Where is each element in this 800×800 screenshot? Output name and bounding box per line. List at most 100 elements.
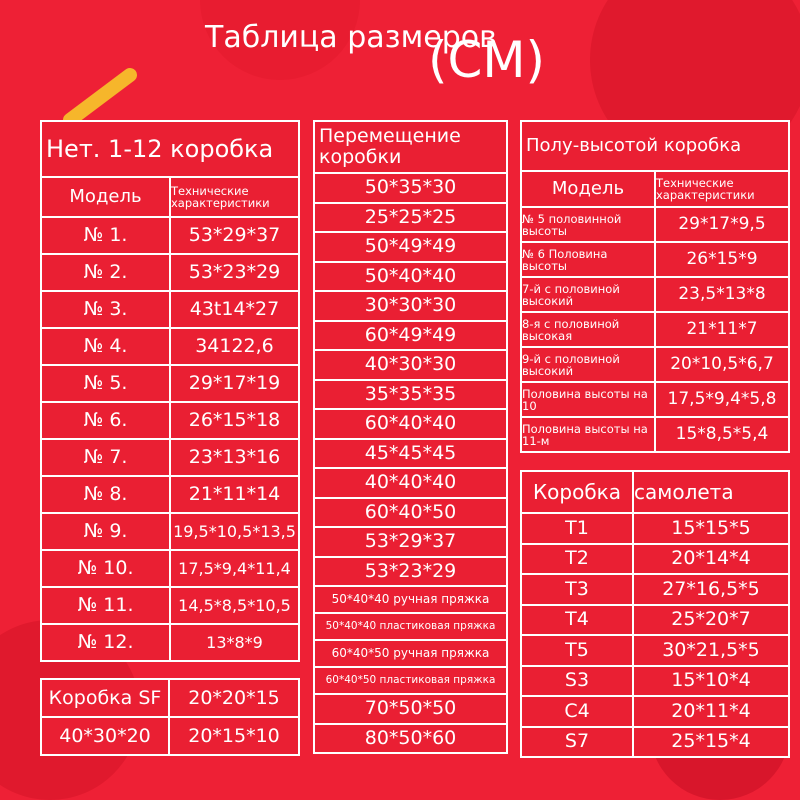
table-row: T5 30*21,5*5 bbox=[520, 634, 790, 667]
table-row: 50*40*40 bbox=[313, 260, 508, 292]
standard-box-table: Нет. 1-12 коробка Модель Технические хара… bbox=[40, 120, 300, 662]
cell: Половина высоты на 10 bbox=[520, 381, 656, 418]
cell: 45*45*45 bbox=[313, 437, 508, 469]
cell: № 11. bbox=[40, 586, 171, 625]
cell: 53*29*37 bbox=[169, 216, 300, 255]
table-row: 70*50*50 bbox=[313, 693, 508, 725]
table-row: 50*40*40 пластиковая пряжка bbox=[313, 612, 508, 641]
cell: № 12. bbox=[40, 623, 171, 662]
unit-label: (CM) bbox=[428, 31, 546, 89]
moving-box-table: Перемещение коробки 50*35*30 25*25*25 50*4… bbox=[313, 120, 508, 754]
cell: 15*10*4 bbox=[632, 664, 790, 697]
table-row: № 5 половинной высоты 29*17*9,5 bbox=[520, 206, 790, 243]
sf-box-table: Коробка SF 20*20*15 40*30*20 20*15*10 bbox=[40, 678, 300, 756]
table-row: № 3. 43t14*27 bbox=[40, 290, 300, 329]
table-header: Полу-высотой коробка bbox=[520, 120, 790, 172]
table-row: 60*40*50 ручная пряжка bbox=[313, 639, 508, 668]
cell: № 7. bbox=[40, 438, 171, 477]
table-row: 40*30*30 bbox=[313, 349, 508, 381]
cell: 53*23*29 bbox=[169, 253, 300, 292]
cell: № 8. bbox=[40, 475, 171, 514]
cell: 21*11*14 bbox=[169, 475, 300, 514]
table-row: № 4. 34122,6 bbox=[40, 327, 300, 366]
table-row: 35*35*35 bbox=[313, 378, 508, 410]
table-row: 50*49*49 bbox=[313, 231, 508, 263]
cell: 25*25*25 bbox=[313, 201, 508, 233]
cell: T3 bbox=[520, 573, 634, 606]
cell: 13*8*9 bbox=[169, 623, 300, 662]
cell: T2 bbox=[520, 542, 634, 575]
cell: 29*17*19 bbox=[169, 364, 300, 403]
table-row: 50*35*30 bbox=[313, 172, 508, 204]
table-row: T3 27*16,5*5 bbox=[520, 573, 790, 606]
table-row: 40*40*40 bbox=[313, 467, 508, 499]
cell: 17,5*9,4*11,4 bbox=[169, 549, 300, 588]
cell: 40*30*30 bbox=[313, 349, 508, 381]
cell: T1 bbox=[520, 512, 634, 545]
page-title: Таблица размеров bbox=[205, 20, 497, 55]
col-header: Модель bbox=[40, 176, 171, 218]
table-row: № 7. 23*13*16 bbox=[40, 438, 300, 477]
cell: 29*17*9,5 bbox=[654, 206, 790, 243]
table-row: 30*30*30 bbox=[313, 290, 508, 322]
cell: 34122,6 bbox=[169, 327, 300, 366]
table-row: 80*50*60 bbox=[313, 722, 508, 754]
cell: № 5. bbox=[40, 364, 171, 403]
cell: № 3. bbox=[40, 290, 171, 329]
cell: 80*50*60 bbox=[313, 722, 508, 754]
table-row: 8-я с половиной высокая 21*11*7 bbox=[520, 311, 790, 348]
cell: 30*30*30 bbox=[313, 290, 508, 322]
cell: 15*8,5*5,4 bbox=[654, 416, 790, 453]
col-header: Коробка bbox=[520, 470, 634, 514]
table-row: № 2. 53*23*29 bbox=[40, 253, 300, 292]
cell: 50*35*30 bbox=[313, 172, 508, 204]
col-header: Технические характеристики bbox=[169, 176, 300, 218]
cell: 20*20*15 bbox=[168, 678, 300, 718]
cell: 26*15*9 bbox=[654, 241, 790, 278]
cell: 60*40*50 bbox=[313, 496, 508, 528]
cell: 40*40*40 bbox=[313, 467, 508, 499]
cell: T5 bbox=[520, 634, 634, 667]
cell: 26*15*18 bbox=[169, 401, 300, 440]
col-header: Модель bbox=[520, 170, 656, 208]
cell: 7-й с половиной высокий bbox=[520, 276, 656, 313]
cell: 20*11*4 bbox=[632, 695, 790, 728]
cell: 50*40*40 bbox=[313, 260, 508, 292]
cell: 40*30*20 bbox=[40, 716, 170, 756]
sf-label: Коробка SF bbox=[40, 678, 170, 718]
cell: 14,5*8,5*10,5 bbox=[169, 586, 300, 625]
cell: № 1. bbox=[40, 216, 171, 255]
cell: 60*40*50 пластиковая пряжка bbox=[313, 666, 508, 695]
table-row: № 8. 21*11*14 bbox=[40, 475, 300, 514]
cell: 25*20*7 bbox=[632, 603, 790, 636]
table-row: 53*23*29 bbox=[313, 555, 508, 587]
table-row: S3 15*10*4 bbox=[520, 664, 790, 697]
cell: 53*23*29 bbox=[313, 555, 508, 587]
cell: 50*49*49 bbox=[313, 231, 508, 263]
cell: 60*40*50 ручная пряжка bbox=[313, 639, 508, 668]
cell: № 10. bbox=[40, 549, 171, 588]
cell: № 6 Половина высоты bbox=[520, 241, 656, 278]
cell: 23,5*13*8 bbox=[654, 276, 790, 313]
cell: 35*35*35 bbox=[313, 378, 508, 410]
cell: S3 bbox=[520, 664, 634, 697]
cell: № 5 половинной высоты bbox=[520, 206, 656, 243]
cell: 70*50*50 bbox=[313, 693, 508, 725]
table-row: № 1. 53*29*37 bbox=[40, 216, 300, 255]
cell: 60*49*49 bbox=[313, 319, 508, 351]
half-height-box-table: Полу-высотой коробка Модель Технические х… bbox=[520, 120, 790, 453]
table-row: № 12. 13*8*9 bbox=[40, 623, 300, 662]
table-row: 60*40*40 bbox=[313, 408, 508, 440]
table-row: C4 20*11*4 bbox=[520, 695, 790, 728]
table-row: № 6 Половина высоты 26*15*9 bbox=[520, 241, 790, 278]
table-row: Половина высоты на 11-м 15*8,5*5,4 bbox=[520, 416, 790, 453]
cell: № 6. bbox=[40, 401, 171, 440]
table-row: № 9. 19,5*10,5*13,5 bbox=[40, 512, 300, 551]
cell: 20*10,5*6,7 bbox=[654, 346, 790, 383]
table-row: 60*40*50 пластиковая пряжка bbox=[313, 666, 508, 695]
table-row: № 11. 14,5*8,5*10,5 bbox=[40, 586, 300, 625]
cell: T4 bbox=[520, 603, 634, 636]
table-row: № 10. 17,5*9,4*11,4 bbox=[40, 549, 300, 588]
cell: Половина высоты на 11-м bbox=[520, 416, 656, 453]
cell: 19,5*10,5*13,5 bbox=[169, 512, 300, 551]
